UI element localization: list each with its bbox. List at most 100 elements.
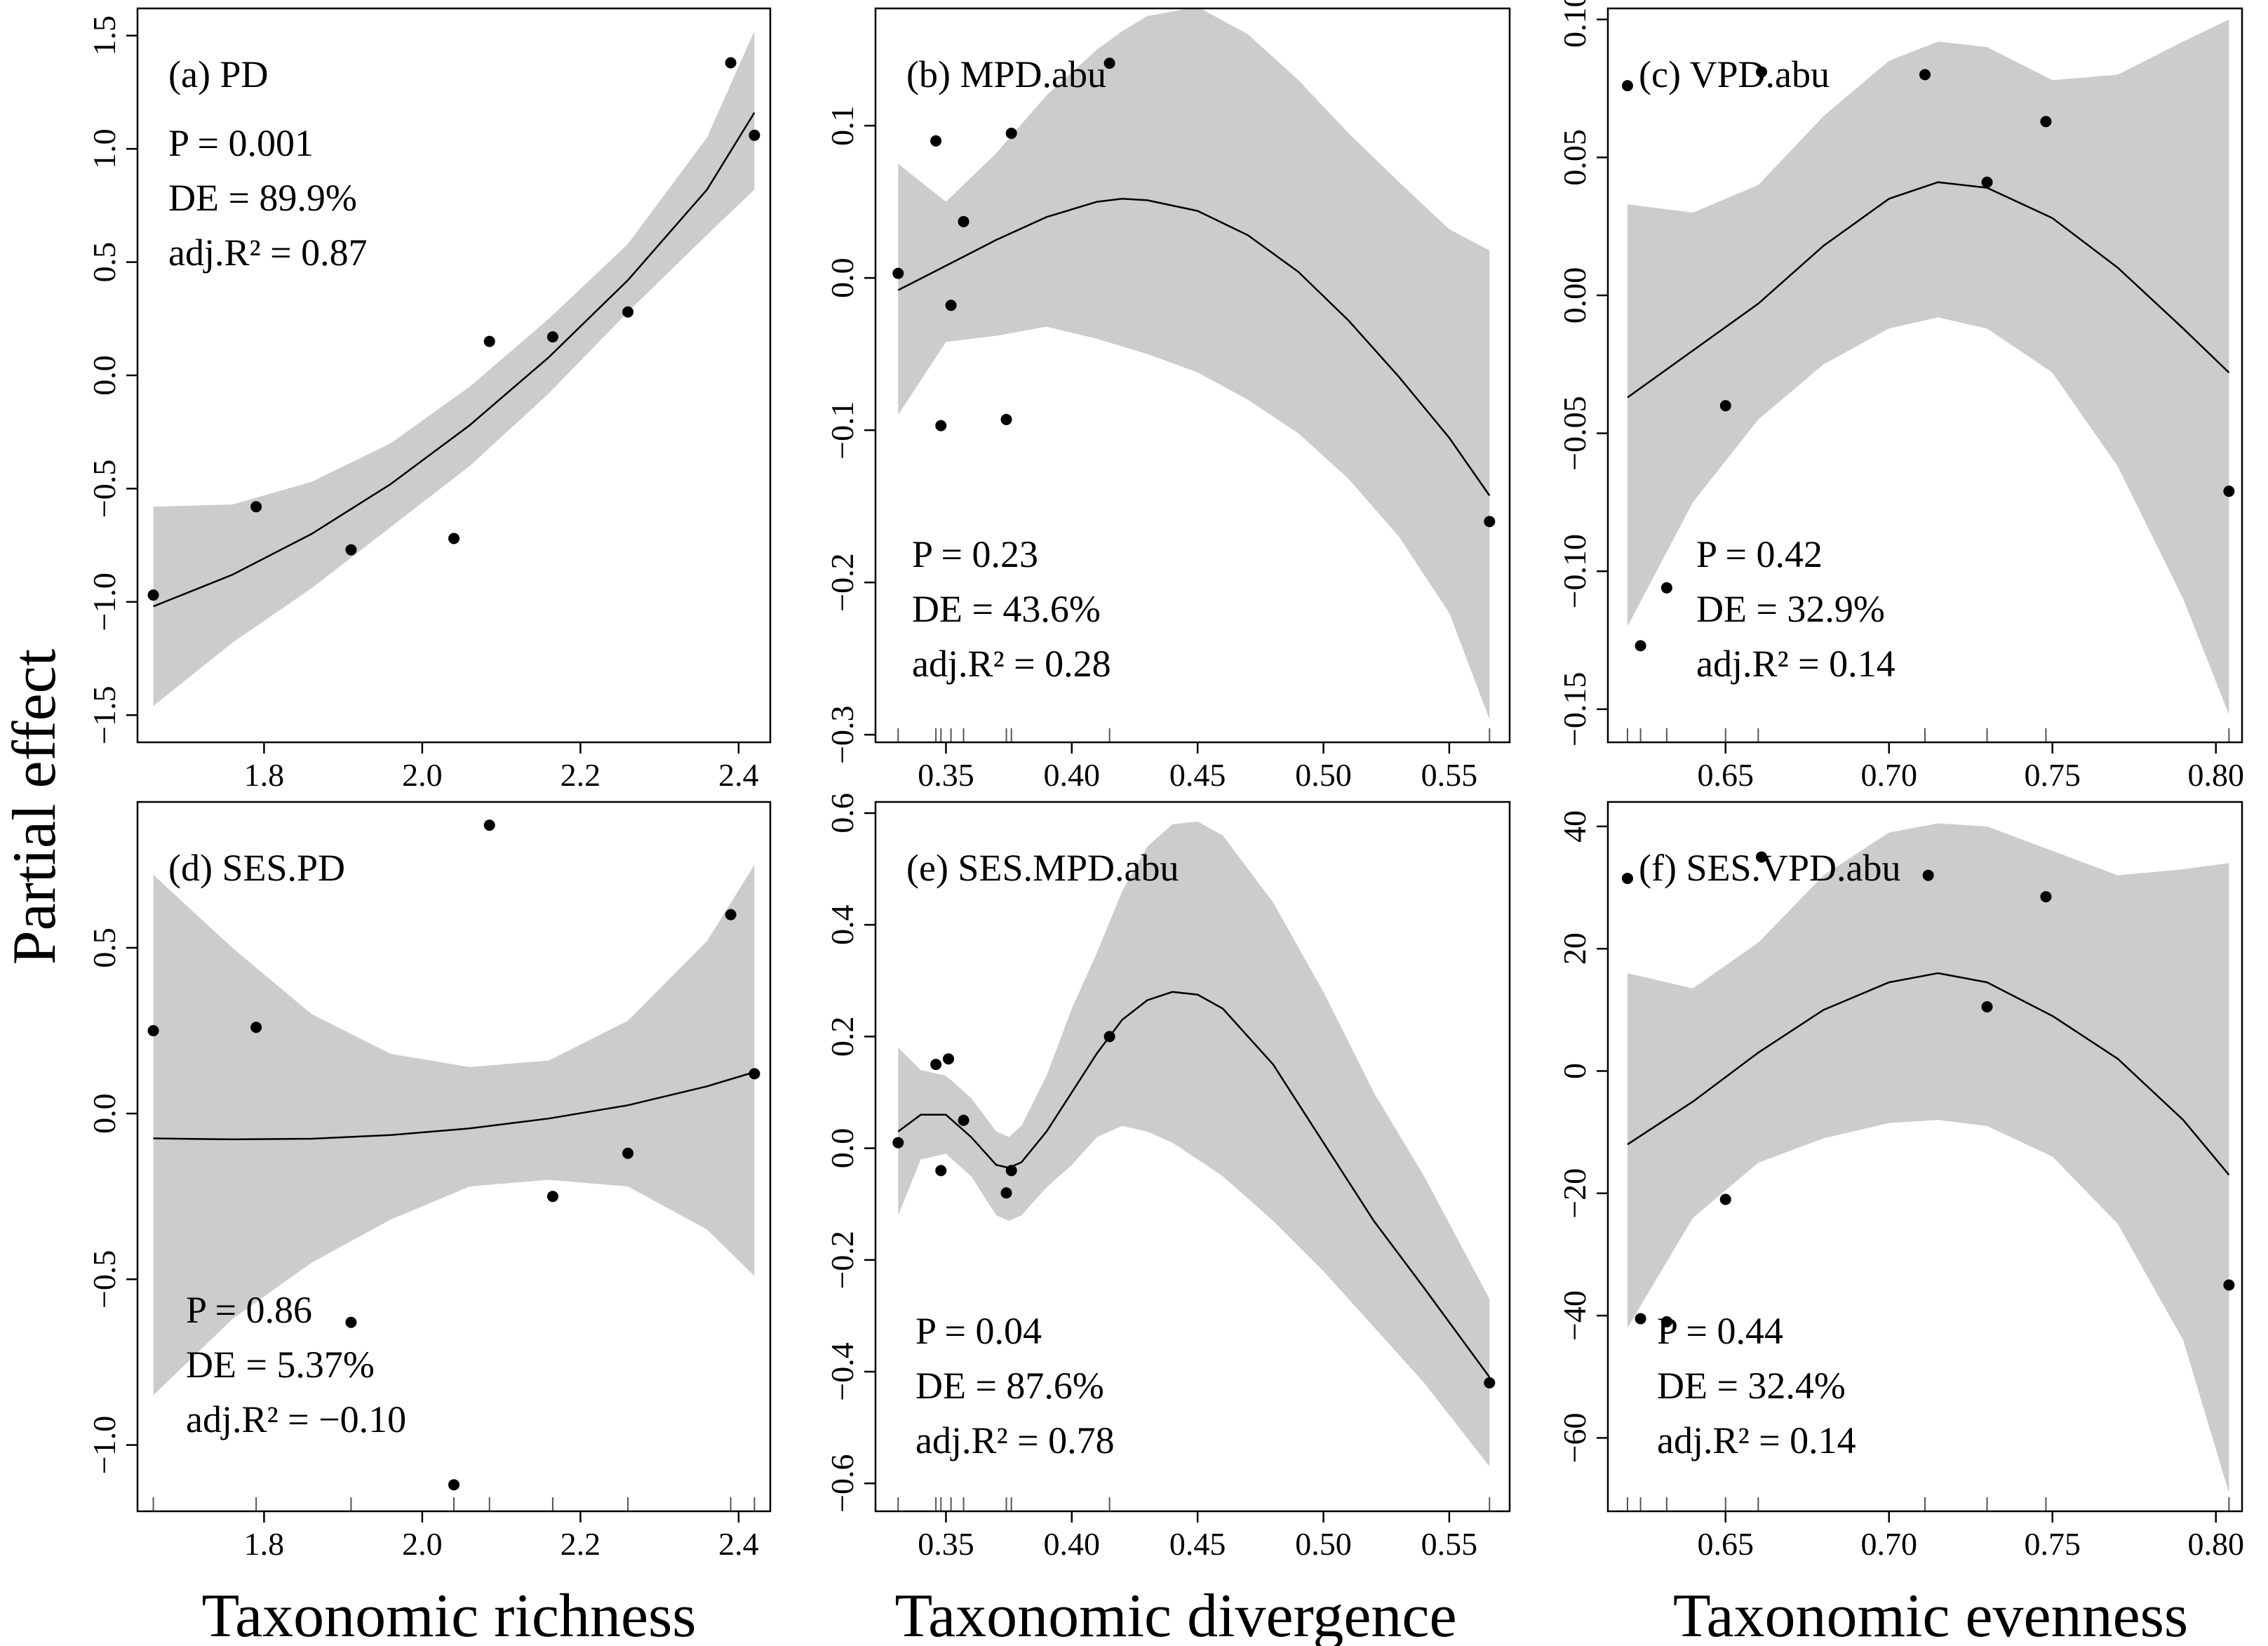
panel-3-x-tick-label-1: 0.65 (1698, 757, 1754, 793)
panel-3-point-3 (1660, 582, 1672, 594)
panel-5-point-2 (930, 1059, 942, 1071)
panel-4-stat-de: DE = 5.37% (186, 1344, 375, 1386)
panel-4: 1.8 2.0 2.2 2.4 −1.0 −0.5 0.0 0.5 (d) SES.PD P = … (86, 801, 772, 1562)
panel-1-y-tick-label-4: 0.0 (86, 355, 122, 396)
panel-3-frame (1606, 7, 2243, 744)
panel-2-x-tick-label-3: 0.45 (1169, 757, 1226, 793)
panel-1-x-tick-label-3: 2.2 (561, 757, 601, 793)
panel-2-x-tick-label-1: 0.35 (918, 757, 974, 793)
panel-3-y-tick-label-1: −0.15 (1557, 672, 1592, 747)
panel-6-y-tick-label-3: −20 (1557, 1168, 1592, 1219)
panel-3-point-2 (1635, 640, 1646, 652)
panel-5-y-tick-label-7: 0.6 (824, 793, 860, 834)
panel-6-point-8 (2040, 891, 2052, 903)
panel-4-point-2 (250, 1022, 262, 1033)
panel-6-y-tick-label-2: −40 (1557, 1290, 1592, 1341)
panel-2-x-tick-label-5: 0.55 (1421, 757, 1478, 793)
panel-1-y-tick-label-2: −1.0 (86, 573, 122, 631)
panel-2-stat-p: P = 0.23 (912, 533, 1038, 575)
x-axis-title-evenness: Taxonomic evenness (1673, 1582, 2188, 1646)
panel-2-y-tick-label-4: 0.0 (824, 257, 860, 298)
panel-4-y-tick-label-4: 0.5 (86, 928, 122, 968)
panel-6-stat-r2: adj.R² = 0.14 (1657, 1419, 1856, 1461)
panel-3-x-tick-label-4: 0.80 (2187, 757, 2244, 793)
panel-4-stat-p: P = 0.86 (186, 1289, 312, 1331)
panel-3-y-tick-label-6: 0.10 (1557, 0, 1592, 48)
panel-2-point-4 (945, 300, 957, 312)
panel-5: 0.35 0.40 0.45 0.50 0.55 −0.6 −0.4 −0.2 0.0 0.2 0.… (824, 793, 1511, 1562)
panel-1-y-tick-label-5: 0.5 (86, 242, 122, 283)
panel-2-stat-de: DE = 43.6% (912, 588, 1101, 630)
panel-5-x-tick-label-2: 0.40 (1044, 1526, 1101, 1562)
panel-6: 0.65 0.70 0.75 0.80 −60 −40 −20 0 20 40 (f) SES.VP… (1557, 801, 2244, 1562)
panel-6-y-tick-label-4: 0 (1557, 1063, 1592, 1079)
panel-5-y-tick-label-1: −0.6 (824, 1454, 860, 1512)
panel-5-y-tick-label-6: 0.4 (824, 904, 860, 945)
panel-4-title: (d) SES.PD (168, 847, 345, 889)
panel-6-fit-line (1627, 972, 2230, 1176)
panel-5-point-6 (1000, 1187, 1012, 1199)
panel-2-x-tick-label-4: 0.50 (1295, 757, 1352, 793)
panel-2-point-5 (958, 215, 969, 227)
panel-4-point-7 (622, 1147, 634, 1159)
panel-6-point-2 (1635, 1313, 1646, 1325)
panel-1-point-4 (448, 533, 459, 544)
panel-6-frame (1606, 801, 2243, 1513)
panel-1-point-9 (749, 129, 760, 141)
panel-1-stat-r2: adj.R² = 0.87 (168, 232, 368, 274)
panel-3-stat-de: DE = 32.9% (1696, 588, 1885, 630)
panel-2-point-6 (1000, 413, 1012, 425)
panel-2-point-3 (935, 420, 947, 431)
panel-6-point-4 (1719, 1193, 1731, 1205)
panel-5-x-tick-label-1: 0.35 (918, 1526, 974, 1562)
panel-3-y-tick-label-2: −0.10 (1557, 534, 1592, 608)
panel-3-title: (c) VPD.abu (1639, 53, 1830, 95)
panel-1-point-3 (345, 544, 357, 556)
panel-4-stat-r2: adj.R² = −0.10 (186, 1398, 406, 1440)
panel-6-x-tick-label-3: 0.75 (2024, 1526, 2081, 1562)
panel-5-confidence-band (898, 821, 1490, 1467)
panel-4-y-tick-label-1: −1.0 (86, 1416, 122, 1474)
panel-2-y-tick-label-3: −0.1 (824, 401, 860, 459)
panel-1-title: (a) PD (168, 53, 268, 95)
panel-3-x-tick-label-2: 0.70 (1860, 757, 1917, 793)
panel-1-point-7 (622, 306, 634, 318)
panel-5-y-tick-label-5: 0.2 (824, 1017, 860, 1057)
panel-6-point-9 (2223, 1279, 2235, 1291)
panel-2-point-7 (1005, 127, 1017, 139)
panel-5-stat-r2: adj.R² = 0.78 (915, 1419, 1115, 1461)
panel-6-x-tick-label-2: 0.70 (1860, 1526, 1917, 1562)
panel-5-title: (e) SES.MPD.abu (906, 847, 1179, 889)
panel-4-y-tick-label-2: −0.5 (86, 1250, 122, 1309)
panel-4-point-3 (345, 1316, 357, 1328)
panel-1-y-tick-label-3: −0.5 (86, 460, 122, 518)
panel-3-fit-line (1627, 181, 2230, 399)
panel-3-point-6 (1919, 69, 1931, 81)
panel-5-point-3 (935, 1165, 947, 1177)
panel-4-point-5 (483, 819, 495, 831)
panel-1-point-8 (725, 57, 737, 69)
panel-2-y-tick-label-5: 0.1 (824, 105, 860, 146)
panel-1-y-tick-label-1: −1.5 (86, 686, 122, 744)
panel-5-frame (874, 801, 1511, 1513)
panel-4-x-tick-label-4: 2.4 (718, 1526, 759, 1562)
panel-1-x-tick-label-4: 2.4 (718, 757, 759, 793)
panel-1-point-5 (483, 335, 495, 347)
panel-5-y-tick-label-2: −0.4 (824, 1342, 860, 1400)
panel-3-point-5 (1756, 66, 1768, 78)
panel-4-x-tick-label-2: 2.0 (402, 1526, 443, 1562)
panel-4-x-tick-label-1: 1.8 (244, 1526, 285, 1562)
panel-1-point-2 (250, 501, 262, 513)
panel-3-y-tick-label-3: −0.05 (1557, 396, 1592, 470)
panel-1-fit-line (153, 112, 756, 608)
panel-6-point-5 (1756, 851, 1768, 863)
panel-1-point-1 (147, 589, 159, 601)
panel-3-y-tick-label-5: 0.05 (1557, 129, 1592, 186)
panel-5-point-4 (943, 1053, 955, 1065)
panel-1-stat-p: P = 0.001 (168, 122, 314, 164)
panel-5-stat-de: DE = 87.6% (915, 1365, 1104, 1407)
x-axis-title-richness: Taxonomic richness (202, 1582, 697, 1646)
panel-3-confidence-band (1628, 19, 2229, 715)
panel-4-fit-line (153, 1071, 755, 1141)
